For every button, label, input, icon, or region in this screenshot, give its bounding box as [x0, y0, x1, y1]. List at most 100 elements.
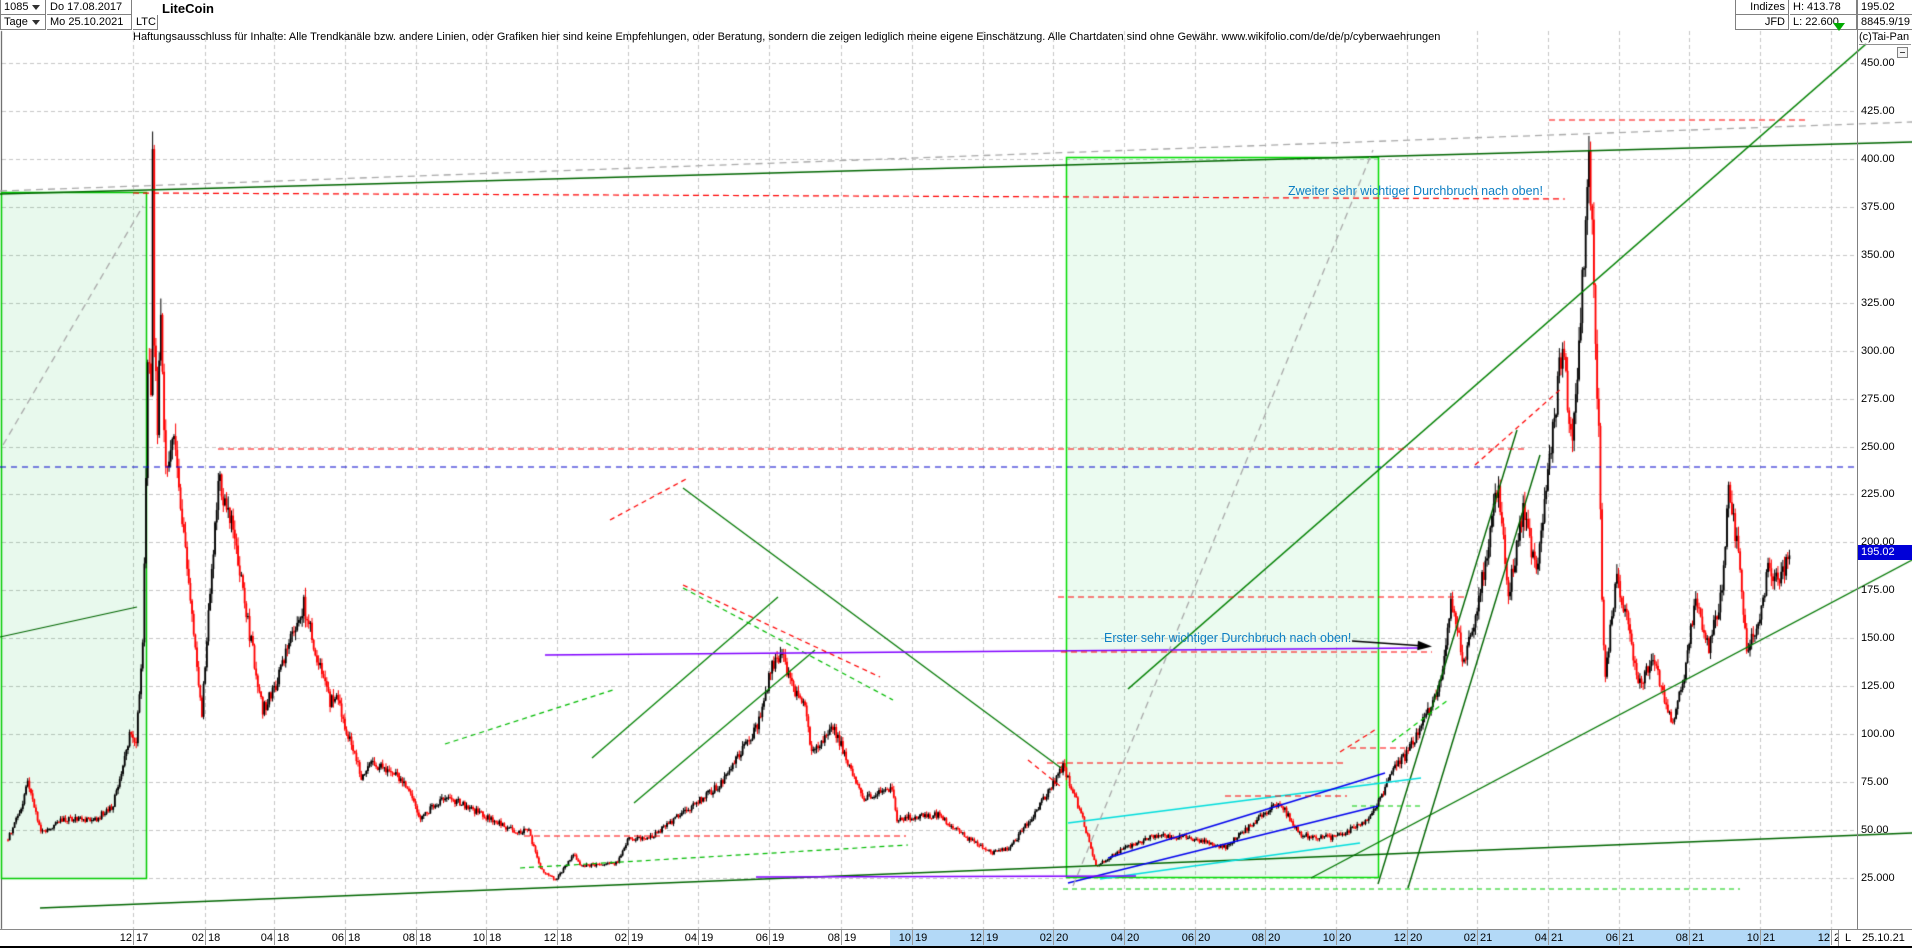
time-axis-month-label: 10	[1322, 932, 1335, 944]
time-axis-tick	[628, 930, 629, 945]
time-axis-tick	[841, 930, 842, 945]
time-axis-selection[interactable]	[890, 930, 1830, 946]
time-axis-month-label: 06	[755, 932, 768, 944]
time-axis-tick	[1336, 930, 1337, 945]
time-axis-year-label: 19	[986, 932, 999, 944]
last-price-badge: 195.02	[1858, 544, 1912, 560]
time-axis-tick	[205, 930, 206, 945]
price-axis-divider	[1857, 0, 1858, 947]
time-axis-tick	[698, 930, 699, 945]
bars-count-dropdown[interactable]: 1085	[0, 0, 46, 15]
time-axis-year-label: 18	[419, 932, 432, 944]
period-low-value: L: 22.600	[1793, 16, 1839, 28]
volume-cell: 8845.9/19	[1858, 15, 1912, 30]
time-axis-tick	[133, 930, 134, 945]
time-axis-tick	[1548, 930, 1549, 945]
date-to-value: Mo 25.10.2021	[50, 16, 124, 28]
time-axis-month-label: 08	[827, 932, 840, 944]
time-axis-tick	[486, 930, 487, 945]
annotation-second-breakout: Zweiter sehr wichtiger Durchbruch nach o…	[1288, 184, 1543, 198]
price-tick-label: 450.00	[1861, 56, 1895, 69]
time-axis-year-label: 20	[1198, 932, 1211, 944]
exchange-name: Indizes	[1750, 1, 1785, 13]
time-axis-month-label: 06	[1605, 932, 1618, 944]
time-axis-year-label: 19	[631, 932, 644, 944]
last-price-cell: 195.02	[1858, 0, 1912, 15]
time-axis-year-label: 18	[348, 932, 361, 944]
price-tick-label: 100.00	[1861, 728, 1895, 741]
time-axis-month-label: 08	[1675, 932, 1688, 944]
symbol-cell: LTC	[133, 15, 158, 30]
time-axis-tick	[769, 930, 770, 945]
time-axis-month-label: 02	[614, 932, 627, 944]
time-axis-month-label: 02	[191, 932, 204, 944]
time-axis-month-label: 12	[119, 932, 132, 944]
time-axis-tick	[983, 930, 984, 945]
time-axis-tick	[1760, 930, 1761, 945]
last-marker-label: L	[1838, 930, 1857, 946]
time-axis-month-label: 06	[1181, 932, 1194, 944]
end-date-label: 25.10.21	[1862, 932, 1905, 944]
time-axis-month-label: 10	[898, 932, 911, 944]
symbol-value: LTC	[136, 16, 156, 28]
time-axis-month-label: 04	[684, 932, 697, 944]
trend-triangle-icon	[1833, 23, 1845, 31]
time-axis-year-label: 18	[208, 932, 221, 944]
time-axis-month-label: 06	[331, 932, 344, 944]
price-tick-label: 350.00	[1861, 248, 1895, 261]
time-axis-month-label: 04	[260, 932, 273, 944]
time-axis-month-label: 12	[1393, 932, 1406, 944]
disclaimer-text: Haftungsausschluss für Inhalte: Alle Tre…	[133, 31, 1441, 43]
period-value: Tage	[4, 16, 28, 28]
time-axis-tick	[1831, 930, 1832, 945]
price-tick-label: 275.00	[1861, 392, 1895, 405]
instrument-title: LiteCoin	[162, 1, 214, 16]
time-axis-tick	[345, 930, 346, 945]
chevron-down-icon	[31, 19, 40, 25]
time-axis-year-label: 21	[1692, 932, 1705, 944]
time-axis-month-label: 10	[472, 932, 485, 944]
time-axis-month-label: 10	[1746, 932, 1759, 944]
time-axis-month-label: 02	[1463, 932, 1476, 944]
time-axis-month-label: 08	[402, 932, 415, 944]
price-tick-label: 225.00	[1861, 488, 1895, 501]
period-dropdown[interactable]: Tage	[0, 15, 46, 30]
time-axis-tick	[1619, 930, 1620, 945]
period-high-value: H: 413.78	[1793, 1, 1841, 13]
date-to-cell[interactable]: Mo 25.10.2021	[47, 15, 132, 30]
price-tick-label: 25.000	[1861, 872, 1895, 884]
price-tick-label: 300.00	[1861, 344, 1895, 357]
chevron-down-icon	[32, 4, 41, 10]
price-tick-label: 375.00	[1861, 200, 1895, 213]
bottom-border	[0, 946, 1912, 948]
time-axis-tick	[1124, 930, 1125, 945]
broker-name: JFD	[1764, 16, 1785, 28]
price-tick-label: 125.00	[1861, 680, 1895, 693]
time-axis-tick	[1477, 930, 1478, 945]
bars-count-value: 1085	[4, 1, 29, 13]
time-axis-year-label: 17	[136, 932, 149, 944]
date-from-cell[interactable]: Do 17.08.2017	[47, 0, 132, 15]
date-from-value: Do 17.08.2017	[50, 1, 123, 13]
time-axis-year-label: 18	[489, 932, 502, 944]
last-price-value: 195.02	[1861, 1, 1895, 13]
time-axis-year-label: 21	[1551, 932, 1564, 944]
period-high-cell: H: 413.78	[1790, 0, 1857, 15]
time-axis-month-label: 04	[1110, 932, 1123, 944]
exchange-cell-1: Indizes	[1735, 0, 1789, 15]
collapse-icon[interactable]	[1897, 47, 1908, 58]
price-tick-label: 425.00	[1861, 104, 1895, 117]
time-axis-month-label: 02	[1039, 932, 1052, 944]
time-axis-tick	[274, 930, 275, 945]
time-axis-tick	[1265, 930, 1266, 945]
time-axis-tick	[912, 930, 913, 945]
price-tick-label: 150.00	[1861, 632, 1895, 645]
time-axis-tick	[1053, 930, 1054, 945]
price-tick-label: 250.00	[1861, 440, 1895, 453]
time-axis-year-label: 20	[1056, 932, 1069, 944]
price-tick-label: 175.00	[1861, 584, 1895, 597]
time-axis-tick	[416, 930, 417, 945]
exchange-cell-2: JFD	[1735, 15, 1789, 30]
time-axis-month-label: 08	[1251, 932, 1264, 944]
